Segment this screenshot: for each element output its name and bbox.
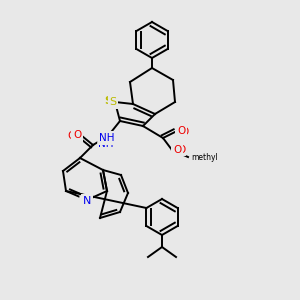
Text: methyl: methyl <box>191 152 218 161</box>
Text: O: O <box>180 127 188 137</box>
Text: S: S <box>110 97 117 107</box>
Text: S: S <box>104 96 112 106</box>
Text: N: N <box>80 197 90 207</box>
Text: O: O <box>68 131 76 141</box>
Text: O: O <box>177 145 185 155</box>
Text: NH: NH <box>99 133 115 143</box>
Text: O: O <box>73 130 81 140</box>
Text: NH: NH <box>98 139 114 149</box>
Text: O: O <box>173 145 181 155</box>
Text: N: N <box>83 196 91 206</box>
Text: O: O <box>177 126 185 136</box>
